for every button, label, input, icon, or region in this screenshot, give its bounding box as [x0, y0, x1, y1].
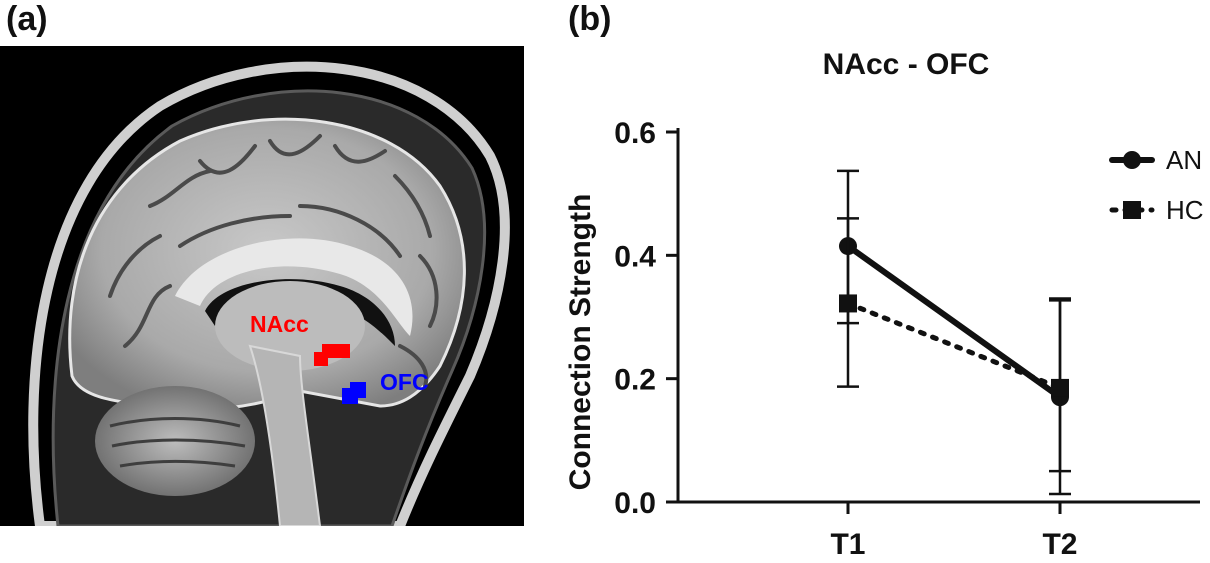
legend-marker-AN — [1123, 151, 1141, 169]
y-tick-label: 0.2 — [614, 364, 656, 397]
panel-label-b: (b) — [568, 0, 612, 38]
x-tick-label: T2 — [1042, 528, 1077, 561]
brain-mri-image: NAcc OFC — [0, 46, 524, 526]
legend-marker-HC — [1123, 201, 1141, 219]
cerebellum-folia — [109, 417, 246, 468]
ofc-marker — [342, 382, 366, 404]
connection-strength-chart: NAcc - OFC Connection Strength 0.0 0.2 0.4… — [564, 48, 1204, 561]
series-line-AN — [845, 243, 1063, 401]
legend-label-HC: HC — [1166, 195, 1204, 225]
series-layer — [837, 169, 1071, 496]
series-line-HC — [845, 300, 1063, 391]
ofc-label: OFC — [380, 369, 429, 395]
y-tick-label: 0.0 — [614, 487, 656, 520]
data-point-HC — [1051, 378, 1069, 397]
y-tick-label: 0.6 — [614, 117, 656, 150]
axes: 0.0 0.2 0.4 0.6 T1 T2 — [614, 117, 1200, 561]
legend: AN HC — [1109, 145, 1204, 225]
corpus-callosum — [175, 238, 413, 336]
nacc-marker — [314, 344, 350, 366]
brainstem — [248, 344, 322, 526]
nacc-label: NAcc — [250, 311, 309, 337]
y-tick-label: 0.4 — [614, 240, 656, 273]
chart-title: NAcc - OFC — [823, 48, 990, 81]
legend-label-AN: AN — [1166, 145, 1202, 175]
y-axis-label: Connection Strength — [564, 194, 597, 491]
scalp-outline — [28, 61, 510, 526]
data-point-HC — [839, 294, 857, 313]
x-tick-label: T1 — [830, 528, 865, 561]
panel-label-a: (a) — [6, 0, 48, 38]
gyri-texture — [108, 134, 439, 388]
